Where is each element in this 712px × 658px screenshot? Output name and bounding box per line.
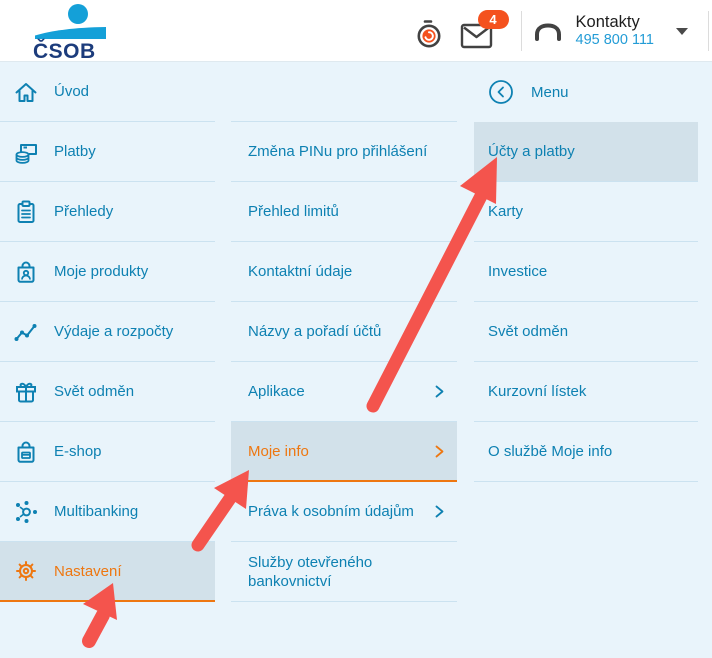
header-actions: 4 Kontakty 495 800 111	[409, 0, 712, 62]
settings-submenu-column: Změna PINu pro přihlášení Přehled limitů…	[231, 62, 457, 602]
chevron-right-icon	[435, 445, 444, 457]
menu-item-eshop[interactable]: E-shop	[0, 422, 215, 482]
chevron-down-icon[interactable]	[676, 27, 688, 35]
menu-item-label: Nastavení	[54, 562, 122, 580]
contacts-menu[interactable]: Kontakty 495 800 111	[532, 13, 708, 49]
submenu-item-label: Služby otevřeného bankovnictví	[248, 553, 373, 590]
menu-item-prehledy[interactable]: Přehledy	[0, 182, 215, 242]
unread-count-badge: 4	[477, 10, 509, 29]
submenu-item-label: Přehled limitů	[248, 203, 339, 220]
csob-logo[interactable]: ČSOB	[30, 3, 116, 59]
submenu-item-label: O službě Moje info	[488, 443, 613, 460]
submenu-item-moje-info[interactable]: Moje info	[231, 422, 457, 482]
submenu-item-prehled-limitu[interactable]: Přehled limitů	[231, 182, 457, 242]
logo-text: ČSOB	[33, 39, 96, 59]
payments-icon	[15, 143, 37, 164]
submenu-item-label: Změna PINu pro přihlášení	[248, 143, 428, 160]
back-circle-icon	[489, 80, 513, 104]
expenses-icon	[14, 323, 37, 341]
submenu-item-svet-odmen[interactable]: Svět odměn	[474, 302, 698, 362]
menu-item-label: Přehledy	[54, 203, 114, 220]
submenu-spacer	[231, 62, 457, 122]
home-icon	[15, 82, 37, 102]
messages-button[interactable]: 4	[457, 8, 509, 54]
submenu-item-nazvy-a-poradi-uctu[interactable]: Názvy a pořadí účtů	[231, 302, 457, 362]
logo-head-circle	[68, 4, 88, 24]
contacts-text: Kontakty 495 800 111	[576, 13, 654, 49]
chevron-right-icon	[435, 505, 444, 518]
eshop-icon	[17, 441, 35, 463]
logo-swoosh	[35, 27, 106, 39]
submenu-item-prava-k-osobnim-udajum[interactable]: Práva k osobním údajům	[231, 482, 457, 542]
submenu-item-label: Moje info	[248, 442, 309, 460]
submenu-item-label: Účty a platby	[488, 143, 575, 160]
menu-item-platby[interactable]: Platby	[0, 122, 215, 182]
menu-item-label: Výdaje a rozpočty	[54, 323, 174, 340]
submenu-item-kontaktni-udaje[interactable]: Kontaktní údaje	[231, 242, 457, 302]
timer-icon	[417, 20, 441, 48]
primary-menu-column: Úvod Platby Přehledy	[0, 62, 215, 602]
chevron-right-icon	[435, 385, 444, 398]
submenu-item-label: Kurzovní lístek	[488, 383, 587, 400]
phone-icon	[534, 23, 561, 41]
menu-item-label: Multibanking	[54, 503, 139, 520]
moje-info-submenu-column: Menu Účty a platby Karty Investice Svět …	[474, 62, 698, 482]
submenu-item-label: Práva k osobním údajům	[248, 503, 414, 520]
submenu-item-ucty-a-platby[interactable]: Účty a platby	[474, 122, 698, 182]
submenu-item-label: Kontaktní údaje	[248, 263, 353, 280]
back-to-menu-button[interactable]: Menu	[474, 62, 698, 122]
submenu-item-label: Aplikace	[248, 383, 305, 400]
menu-item-moje-produkty[interactable]: Moje produkty	[0, 242, 215, 302]
mail-icon	[460, 23, 492, 49]
reports-icon	[17, 200, 35, 223]
submenu-item-label: Názvy a pořadí účtů	[248, 323, 382, 340]
multibanking-icon	[16, 500, 37, 523]
menu-item-uvod[interactable]: Úvod	[0, 62, 215, 122]
submenu-item-investice[interactable]: Investice	[474, 242, 698, 302]
menu-item-label: Platby	[54, 143, 96, 160]
submenu-item-label: Investice	[488, 263, 548, 280]
settings-gear-icon	[16, 561, 36, 581]
my-products-icon	[17, 261, 35, 283]
menu-item-label: Svět odměn	[54, 383, 135, 400]
menu-item-vydaje-a-rozpocty[interactable]: Výdaje a rozpočty	[0, 302, 215, 362]
submenu-item-label: Karty	[488, 203, 524, 220]
menu-item-nastaveni[interactable]: Nastavení	[0, 542, 215, 602]
menu-item-label: E-shop	[54, 443, 102, 460]
menu-item-label: Úvod	[54, 83, 90, 100]
submenu-item-kurzovni-listek[interactable]: Kurzovní lístek	[474, 362, 698, 422]
submenu-item-zmena-pinu[interactable]: Změna PINu pro přihlášení	[231, 122, 457, 182]
submenu-item-sluzby-otevreneho-bankovnictvi[interactable]: Služby otevřeného bankovnictví	[231, 542, 457, 602]
menu-item-multibanking[interactable]: Multibanking	[0, 482, 215, 542]
menu-item-label: Moje produkty	[54, 263, 149, 280]
header-divider	[520, 11, 522, 51]
back-button-label: Menu	[531, 83, 569, 101]
contacts-phone-number: 495 800 111	[575, 32, 654, 48]
rewards-icon	[16, 382, 36, 402]
submenu-item-o-sluzbe-moje-info[interactable]: O službě Moje info	[474, 422, 698, 482]
submenu-item-aplikace[interactable]: Aplikace	[231, 362, 457, 422]
session-timer-button[interactable]	[409, 8, 449, 54]
submenu-item-label: Svět odměn	[488, 323, 569, 340]
header-divider	[708, 11, 709, 51]
app-header: ČSOB 4	[0, 0, 712, 62]
mega-menu: Úvod Platby Přehledy	[0, 62, 712, 658]
submenu-item-karty[interactable]: Karty	[474, 182, 698, 242]
menu-item-svet-odmen[interactable]: Svět odměn	[0, 362, 215, 422]
contacts-label: Kontakty	[575, 13, 640, 31]
